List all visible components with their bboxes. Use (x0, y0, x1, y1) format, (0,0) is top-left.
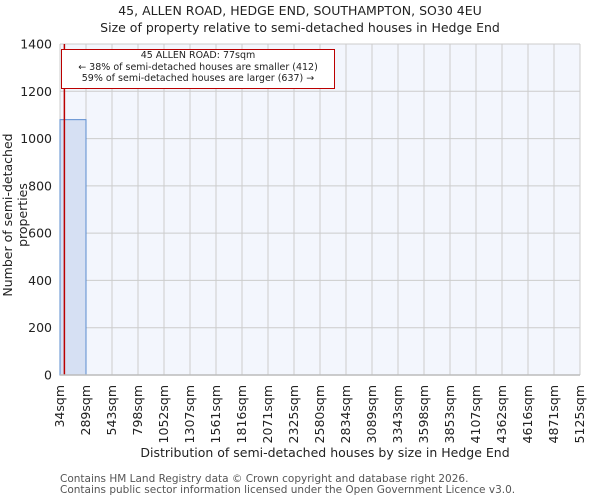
y-tick-label: 200 (28, 320, 52, 335)
footer-copyright: Contains HM Land Registry data © Crown c… (60, 473, 469, 485)
x-tick-label: 543sqm (104, 385, 119, 435)
x-tick-label: 1816sqm (234, 385, 249, 443)
x-tick-label: 1561sqm (208, 385, 223, 443)
x-tick-label: 3343sqm (390, 385, 405, 443)
chart-subtitle: Size of property relative to semi-detach… (100, 20, 500, 35)
x-tick-label: 2580sqm (312, 385, 327, 443)
x-axis-label: Distribution of semi-detached houses by … (140, 445, 510, 460)
footer-licence: Contains public sector information licen… (60, 484, 516, 496)
x-tick-label: 2325sqm (286, 385, 301, 443)
x-tick-label: 4871sqm (546, 385, 561, 443)
x-tick-label: 1052sqm (156, 385, 171, 443)
x-tick-label: 3598sqm (416, 385, 431, 443)
x-tick-label: 1307sqm (182, 385, 197, 443)
y-axis-label: Number of semi-detached properties (0, 133, 30, 297)
x-tick-label: 3853sqm (442, 385, 457, 443)
chart-title: 45, ALLEN ROAD, HEDGE END, SOUTHAMPTON, … (118, 3, 482, 18)
annotation-line-3: 59% of semi-detached houses are larger (… (81, 73, 315, 84)
y-tick-label: 600 (28, 226, 52, 241)
x-tick-label: 4616sqm (520, 385, 535, 443)
x-tick-label: 4107sqm (468, 385, 483, 443)
property-annotation-box: 45 ALLEN ROAD: 77sqm ← 38% of semi-detac… (61, 49, 335, 89)
x-tick-label: 2834sqm (338, 385, 353, 443)
x-tick-label: 798sqm (130, 385, 145, 435)
x-tick-label: 289sqm (78, 385, 93, 435)
y-tick-label: 0 (44, 368, 52, 383)
x-tick-label: 4362sqm (494, 385, 509, 443)
annotation-line-1: 45 ALLEN ROAD: 77sqm (140, 50, 256, 61)
x-tick-label: 5125sqm (572, 385, 587, 443)
y-tick-label: 1200 (20, 84, 52, 99)
y-tick-label: 800 (28, 178, 52, 193)
x-tick-label: 3089sqm (364, 385, 379, 443)
y-tick-label: 1000 (20, 131, 52, 146)
annotation-line-2: ← 38% of semi-detached houses are smalle… (78, 61, 318, 73)
y-tick-label: 400 (28, 273, 52, 288)
x-tick-label: 34sqm (52, 385, 67, 428)
x-tick-label: 2071sqm (260, 385, 275, 443)
y-tick-label: 1400 (20, 37, 52, 52)
